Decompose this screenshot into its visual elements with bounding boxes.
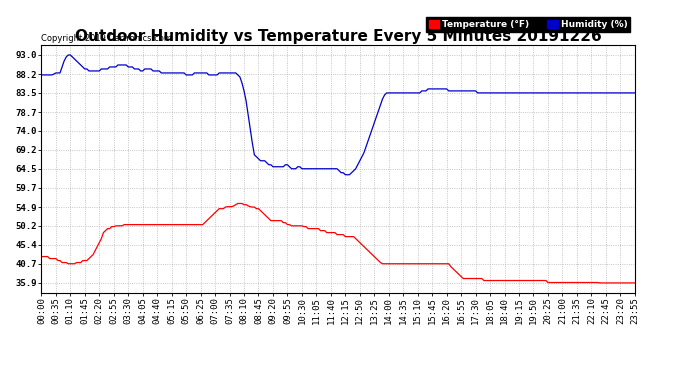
- Legend: Temperature (°F), Humidity (%): Temperature (°F), Humidity (%): [426, 17, 630, 32]
- Title: Outdoor Humidity vs Temperature Every 5 Minutes 20191226: Outdoor Humidity vs Temperature Every 5 …: [75, 29, 602, 44]
- Text: Copyright 2019 Cartronics.com: Copyright 2019 Cartronics.com: [41, 33, 172, 42]
